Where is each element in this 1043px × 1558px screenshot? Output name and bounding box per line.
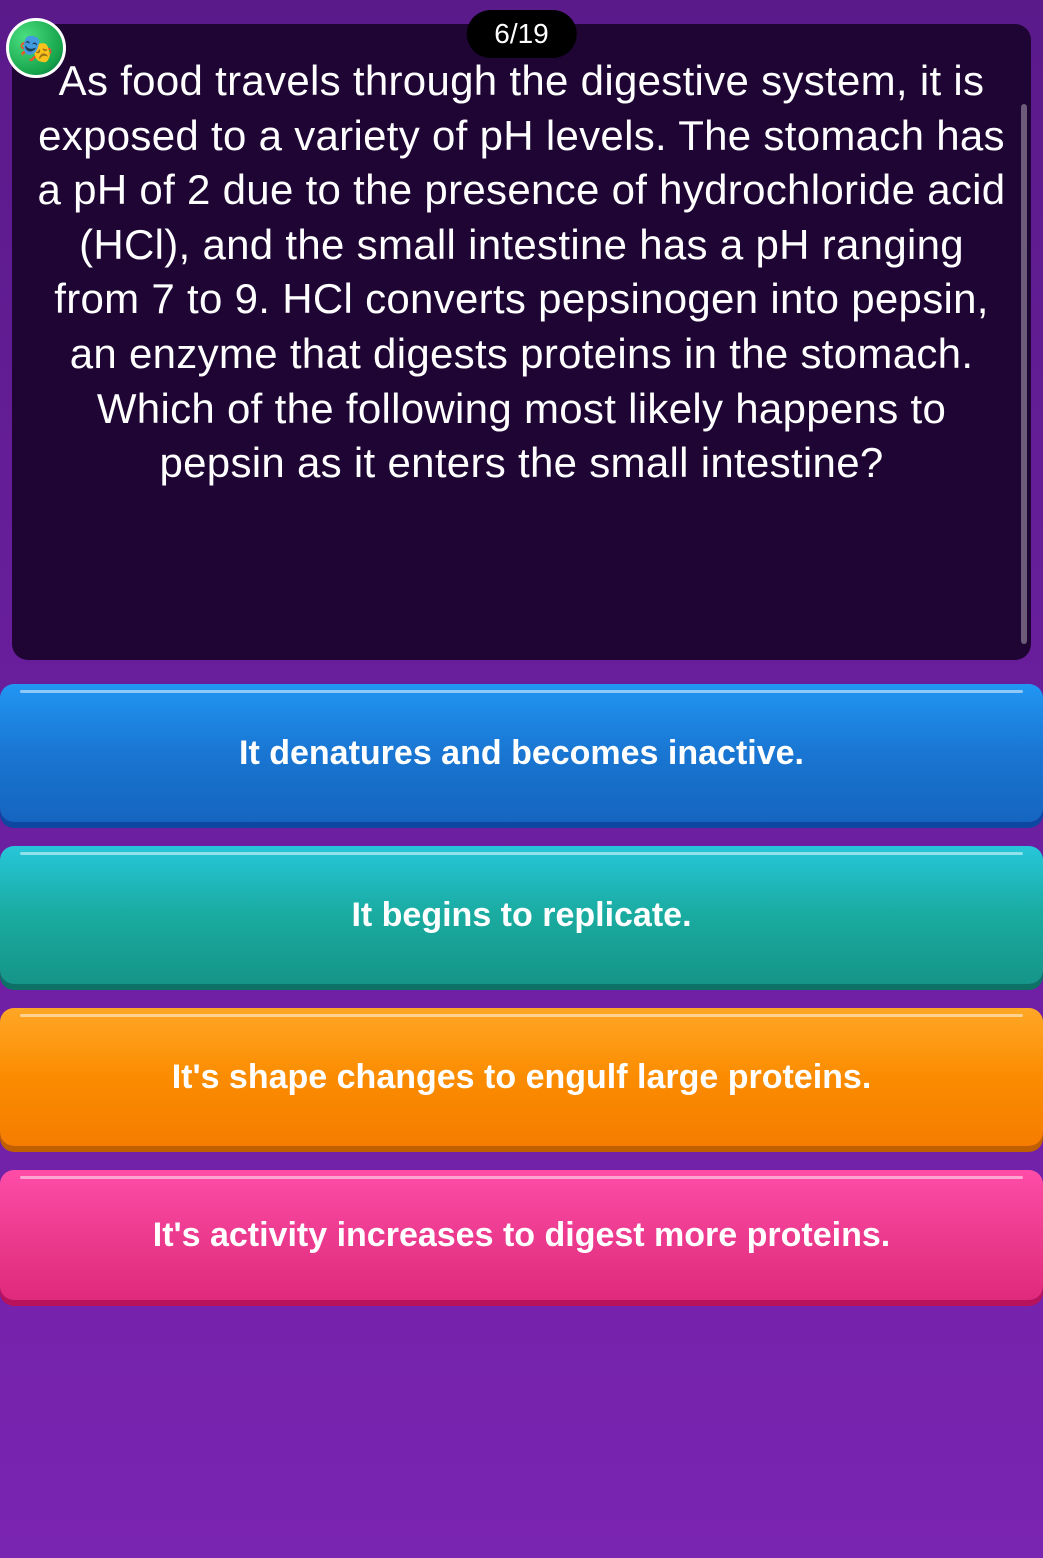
answer-label: It denatures and becomes inactive. <box>239 734 804 773</box>
answer-option-2[interactable]: It begins to replicate. <box>0 846 1043 984</box>
question-card: As food travels through the digestive sy… <box>12 24 1031 660</box>
scroll-indicator[interactable] <box>1021 104 1027 644</box>
theater-masks-icon: 🎭 <box>19 32 54 65</box>
answer-option-3[interactable]: It's shape changes to engulf large prote… <box>0 1008 1043 1146</box>
answers-container: It denatures and becomes inactive. It be… <box>0 684 1043 1300</box>
progress-counter: 6/19 <box>466 10 577 58</box>
answer-label: It's shape changes to engulf large prote… <box>172 1058 872 1097</box>
answer-option-4[interactable]: It's activity increases to digest more p… <box>0 1170 1043 1300</box>
question-text: As food travels through the digestive sy… <box>32 54 1011 491</box>
answer-option-1[interactable]: It denatures and becomes inactive. <box>0 684 1043 822</box>
answer-label: It's activity increases to digest more p… <box>153 1216 890 1255</box>
counter-text: 6/19 <box>494 18 549 49</box>
answer-label: It begins to replicate. <box>351 896 691 935</box>
avatar-badge[interactable]: 🎭 <box>6 18 66 78</box>
